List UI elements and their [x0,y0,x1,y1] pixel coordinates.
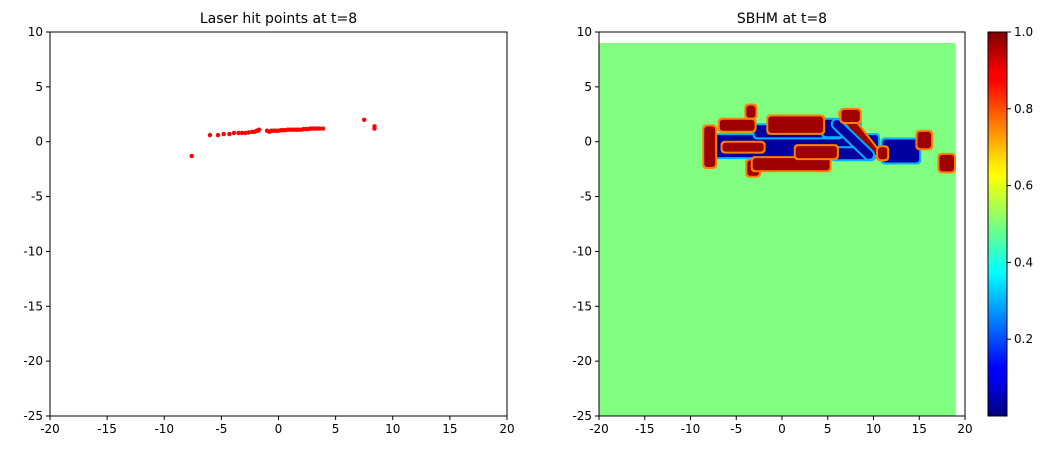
x-tick-label: 5 [824,422,832,436]
laser-hit-point [221,131,226,137]
y-tick-label: 10 [28,25,43,39]
y-tick-label: -25 [572,409,592,423]
laser-hit-point [189,153,194,159]
heatmap-occupied-region [939,154,955,172]
heatmap-occupied-region [719,119,755,131]
x-tick-label: -15 [97,422,117,436]
x-tick-label: -5 [215,422,227,436]
laser-hit-point [243,130,248,136]
x-tick-label: 15 [912,422,927,436]
x-tick-label: 20 [957,422,972,436]
y-tick-label: 0 [584,135,592,149]
plot-title-sbhm: SBHM at t=8 [737,11,827,27]
y-tick-label: -15 [572,299,592,313]
sbhm-heatmap-plot: SBHM at t=8 -20 -15 -10 -5 0 5 10 15 20-25-20-15… [572,11,972,436]
colorbar-frame [987,31,1008,417]
heatmap-background [599,42,956,416]
y-tick-label: 5 [35,80,43,94]
x-tick-label: -20 [589,422,609,436]
x-tick-label: 10 [385,422,400,436]
heatmap-occupied-region [917,131,932,149]
heatmap-occupied-region [746,105,756,118]
x-tick-label: 0 [778,422,786,436]
heatmap-occupied-region [878,147,888,160]
y-tick-label: 5 [584,80,592,94]
laser-hit-point [256,127,262,132]
y-tick-label: -10 [572,244,592,258]
y-tick-label: 0 [35,135,43,149]
laser-hit-point [227,131,232,137]
y-tick-label: 10 [577,25,592,39]
y-tick-label: -20 [572,354,592,368]
heatmap-free-region [882,139,920,163]
heatmap-occupied-region [752,158,830,171]
colorbar-tick-label: 1.0 [1014,25,1033,39]
laser-hit-point [215,132,221,138]
axes-frame [49,31,508,417]
y-tick-label: -10 [23,244,43,258]
y-tick-label: -20 [23,354,43,368]
heatmap-occupied-region [841,109,860,122]
laser-hit-point [231,130,237,136]
x-tick-label: -10 [154,422,174,436]
laser-hit-point [317,126,322,131]
laser-hit-point [207,132,213,138]
x-tick-label: 20 [499,422,514,436]
y-tick-label: -5 [31,190,43,204]
laser-hit-points-plot: Laser hit points at t=8 -20 -15 -10 -5 0 5 10 1… [23,11,514,436]
heatmap-diagonal [832,120,874,159]
laser-hit-point [239,130,245,136]
y-tick-label: -5 [580,190,592,204]
plot-area [50,32,507,416]
laser-hit-point [246,130,251,135]
plot-title-laser: Laser hit points at t=8 [200,11,357,27]
x-tick-label: 0 [275,422,283,436]
x-tick-label: 5 [332,422,340,436]
colorbar: 0.2 0.4 0.6 0.8 1.0 [987,25,1033,417]
laser-hit-point [236,130,241,136]
heatmap-occupied-region [722,142,764,152]
y-tick-label: -25 [23,409,43,423]
x-tick-label: -15 [635,422,655,436]
colorbar-tick-label: 0.6 [1014,179,1033,193]
x-tick-label: -20 [40,422,60,436]
y-tick-label: -15 [23,299,43,313]
x-tick-label: 15 [442,422,457,436]
heatmap-occupied-region [768,116,824,133]
colorbar-gradient [988,32,1007,416]
colorbar-tick-label: 0.4 [1014,255,1033,269]
laser-hit-point [361,117,367,122]
x-tick-label: -5 [730,422,742,436]
laser-hit-point [320,126,326,131]
heatmap-occupied-region [704,126,716,167]
colorbar-tick-label: 0.2 [1014,332,1033,346]
x-tick-label: 10 [866,422,881,436]
x-tick-label: -10 [681,422,701,436]
colorbar-tick-label: 0.8 [1014,102,1033,116]
heatmap-occupied-region [795,146,837,159]
laser-hit-point [372,126,377,131]
axes-frame [598,31,966,417]
